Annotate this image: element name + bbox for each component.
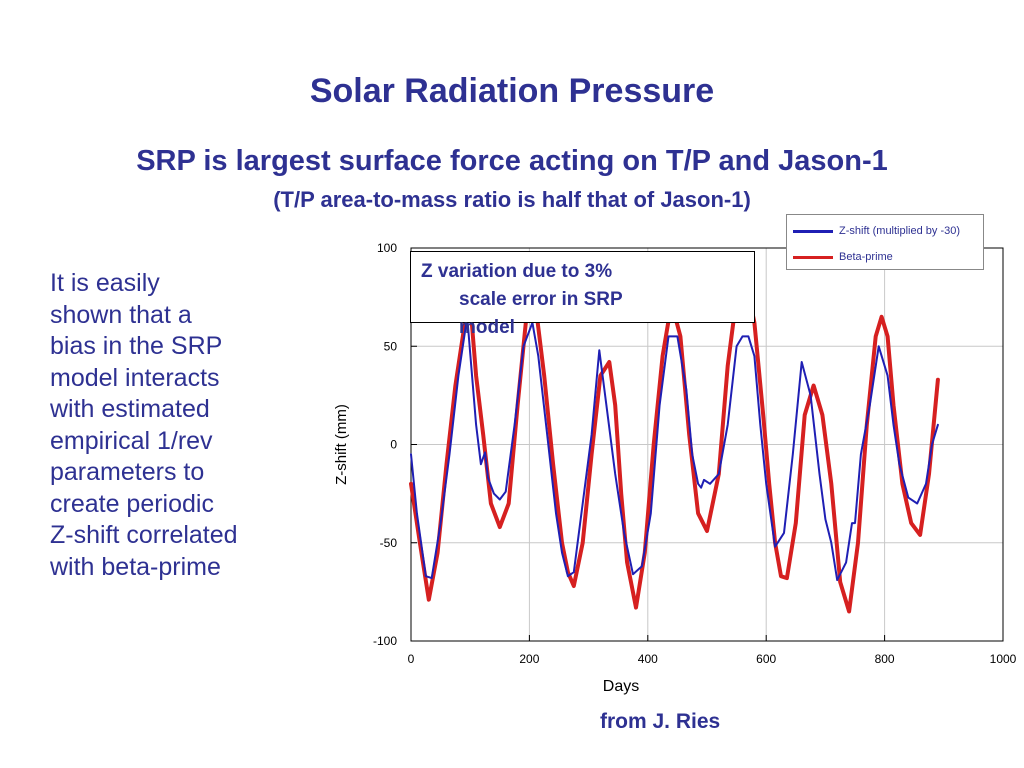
body-line: with beta-prime (50, 552, 221, 581)
legend-swatch-zshift (793, 229, 833, 233)
body-line: Z-shift correlated (50, 521, 238, 549)
legend-item-zshift: Z-shift (multiplied by -30) (793, 223, 960, 239)
x-tick-label: 0 (408, 652, 415, 666)
chart-legend: Z-shift (multiplied by -30) Beta-prime (786, 214, 984, 270)
body-line: It is easily (50, 269, 160, 297)
annotation-line: scale error in SRP (459, 289, 623, 310)
body-line: parameters to (50, 458, 205, 486)
x-tick-label: 200 (519, 652, 539, 666)
y-axis-label: Z-shift (mm) (333, 404, 350, 485)
y-tick-label: -100 (373, 634, 397, 648)
legend-item-beta: Beta-prime (793, 249, 893, 265)
x-tick-label: 1000 (990, 652, 1017, 666)
legend-label-beta: Beta-prime (839, 251, 893, 263)
slide-subtitle-note: (T/P area-to-mass ratio is half that of … (273, 187, 751, 212)
legend-swatch-beta (793, 255, 833, 259)
annotation-line: Z variation due to 3% (421, 261, 613, 282)
body-line: bias in the SRP (50, 332, 223, 360)
body-line: model interacts (50, 363, 220, 392)
series-line-zshift (410, 315, 939, 582)
y-tick-label: -50 (380, 536, 398, 550)
body-line: shown that a (50, 300, 192, 329)
y-tick-label: 0 (390, 438, 397, 452)
body-paragraph: It is easily shown that a bias in the SR… (50, 268, 310, 583)
legend-label-zshift: Z-shift (multiplied by -30) (839, 225, 961, 237)
annotation-line: model (459, 317, 515, 338)
body-line: empirical 1/rev (50, 426, 213, 455)
chart-annotation: Z variation due to 3% scale error in SRP… (410, 251, 755, 338)
y-tick-label: 100 (377, 241, 397, 255)
x-axis-label: Days (603, 678, 639, 695)
x-tick-label: 400 (638, 652, 658, 666)
slide-title: Solar Radiation Pressure (309, 72, 715, 110)
body-line: with estimated (50, 395, 210, 423)
source-credit: from J. Ries (600, 710, 721, 733)
body-line: create periodic (50, 489, 214, 518)
slide-subtitle: SRP is largest surface force acting on T… (136, 145, 888, 177)
x-tick-label: 800 (875, 652, 895, 666)
y-tick-label: 50 (384, 339, 398, 353)
x-tick-label: 600 (756, 652, 776, 666)
